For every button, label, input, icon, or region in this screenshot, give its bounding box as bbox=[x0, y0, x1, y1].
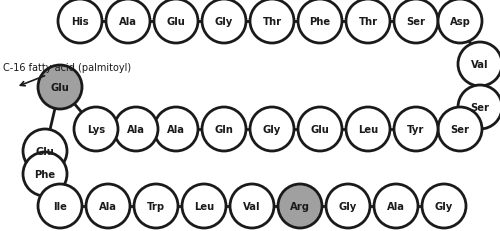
Circle shape bbox=[134, 184, 178, 228]
Circle shape bbox=[202, 108, 246, 151]
Circle shape bbox=[298, 108, 342, 151]
Circle shape bbox=[438, 0, 482, 44]
Circle shape bbox=[154, 0, 198, 44]
Text: Glu: Glu bbox=[310, 125, 330, 134]
Circle shape bbox=[394, 108, 438, 151]
Text: Gly: Gly bbox=[435, 201, 453, 211]
Circle shape bbox=[394, 0, 438, 44]
Text: Ser: Ser bbox=[470, 103, 490, 112]
Text: Ala: Ala bbox=[99, 201, 117, 211]
Text: Gly: Gly bbox=[339, 201, 357, 211]
Text: Leu: Leu bbox=[194, 201, 214, 211]
Text: C-16 fatty acid (palmitoyl): C-16 fatty acid (palmitoyl) bbox=[3, 63, 131, 86]
Circle shape bbox=[438, 108, 482, 151]
Text: Glu: Glu bbox=[36, 146, 54, 156]
Text: Phe: Phe bbox=[34, 169, 56, 179]
Circle shape bbox=[346, 0, 390, 44]
Circle shape bbox=[86, 184, 130, 228]
Circle shape bbox=[230, 184, 274, 228]
Text: Thr: Thr bbox=[358, 17, 378, 27]
Text: Ser: Ser bbox=[406, 17, 426, 27]
Circle shape bbox=[298, 0, 342, 44]
Text: Ala: Ala bbox=[167, 125, 185, 134]
Circle shape bbox=[346, 108, 390, 151]
Circle shape bbox=[202, 0, 246, 44]
Circle shape bbox=[23, 152, 67, 196]
Text: Trp: Trp bbox=[147, 201, 165, 211]
Text: Lys: Lys bbox=[87, 125, 105, 134]
Text: Ala: Ala bbox=[127, 125, 145, 134]
Circle shape bbox=[278, 184, 322, 228]
Circle shape bbox=[458, 86, 500, 129]
Circle shape bbox=[326, 184, 370, 228]
Circle shape bbox=[106, 0, 150, 44]
Text: Tyr: Tyr bbox=[408, 125, 424, 134]
Circle shape bbox=[250, 0, 294, 44]
Circle shape bbox=[38, 184, 82, 228]
Text: Val: Val bbox=[471, 60, 489, 70]
Circle shape bbox=[374, 184, 418, 228]
Text: Asp: Asp bbox=[450, 17, 470, 27]
Circle shape bbox=[74, 108, 118, 151]
Circle shape bbox=[154, 108, 198, 151]
Circle shape bbox=[182, 184, 226, 228]
Text: Val: Val bbox=[243, 201, 261, 211]
Circle shape bbox=[38, 66, 82, 109]
Text: Phe: Phe bbox=[310, 17, 330, 27]
Text: Ser: Ser bbox=[450, 125, 469, 134]
Text: Ala: Ala bbox=[119, 17, 137, 27]
Text: Glu: Glu bbox=[166, 17, 186, 27]
Text: Ile: Ile bbox=[53, 201, 67, 211]
Circle shape bbox=[250, 108, 294, 151]
Text: Gln: Gln bbox=[214, 125, 234, 134]
Text: Arg: Arg bbox=[290, 201, 310, 211]
Circle shape bbox=[458, 43, 500, 87]
Text: Glu: Glu bbox=[50, 83, 70, 93]
Text: Gly: Gly bbox=[263, 125, 281, 134]
Circle shape bbox=[114, 108, 158, 151]
Text: Gly: Gly bbox=[215, 17, 233, 27]
Text: Leu: Leu bbox=[358, 125, 378, 134]
Text: Ala: Ala bbox=[387, 201, 405, 211]
Text: His: His bbox=[71, 17, 89, 27]
Circle shape bbox=[23, 129, 67, 173]
Circle shape bbox=[422, 184, 466, 228]
Text: Thr: Thr bbox=[262, 17, 281, 27]
Circle shape bbox=[58, 0, 102, 44]
